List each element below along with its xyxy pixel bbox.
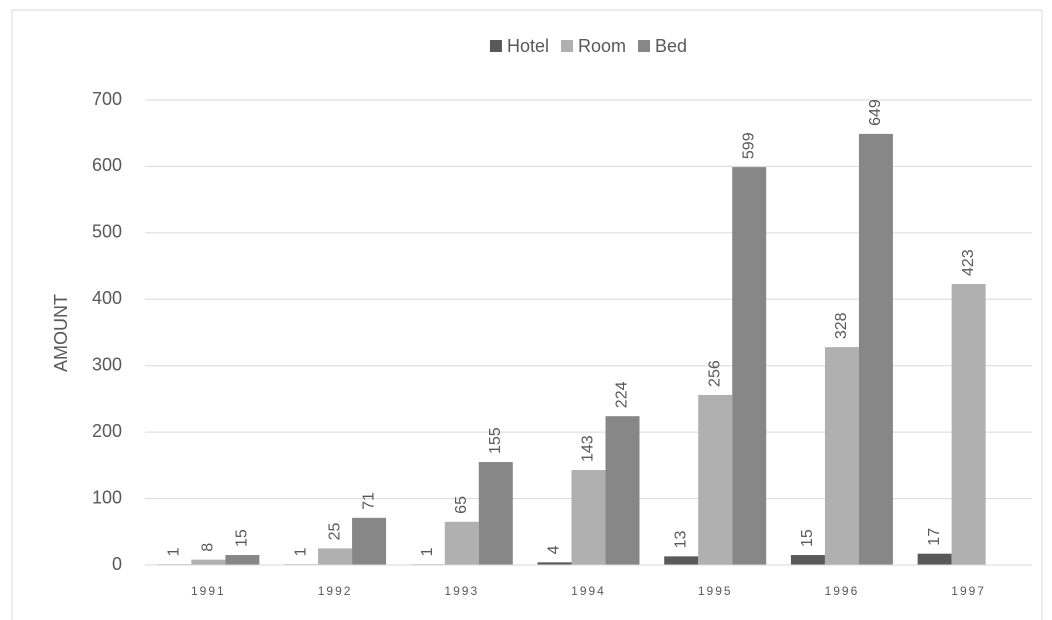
data-label: 224 xyxy=(614,381,631,408)
data-label: 17 xyxy=(926,528,943,546)
bar xyxy=(664,556,699,565)
data-label: 1 xyxy=(166,547,183,556)
bar xyxy=(352,517,387,565)
bar xyxy=(191,559,226,565)
bar xyxy=(225,555,260,565)
legend-swatch xyxy=(638,40,651,52)
data-label: 13 xyxy=(672,530,689,548)
data-label: 328 xyxy=(833,312,850,339)
y-tick-label: 200 xyxy=(92,421,122,441)
legend-swatch xyxy=(489,40,502,52)
y-tick-label: 600 xyxy=(92,155,122,175)
x-tick-label: 1991 xyxy=(191,584,226,598)
y-tick-label: 400 xyxy=(92,288,122,308)
data-label: 256 xyxy=(706,360,723,387)
data-label: 143 xyxy=(580,435,597,462)
data-label: 25 xyxy=(326,522,343,540)
data-label: 423 xyxy=(960,249,977,276)
x-tick-label: 1996 xyxy=(825,584,860,598)
bar xyxy=(537,562,572,565)
x-tick-label: 1995 xyxy=(698,584,733,598)
legend-label: Room xyxy=(578,36,626,56)
x-tick-label: 1993 xyxy=(444,584,479,598)
bar xyxy=(605,416,640,565)
bar xyxy=(951,284,986,565)
x-tick-label: 1997 xyxy=(951,584,986,598)
x-tick-label: 1992 xyxy=(318,584,353,598)
bar xyxy=(571,470,606,565)
data-label: 71 xyxy=(360,492,377,510)
y-tick-label: 100 xyxy=(92,487,122,507)
y-tick-label: 500 xyxy=(92,222,122,242)
data-label: 155 xyxy=(487,427,504,454)
data-label: 649 xyxy=(867,99,884,126)
y-tick-label: 300 xyxy=(92,354,122,374)
y-axis-label: AMOUNT xyxy=(51,294,71,372)
data-label: 599 xyxy=(740,132,757,159)
bar xyxy=(790,555,825,565)
bar xyxy=(318,548,353,565)
chart-frame xyxy=(11,9,1043,620)
legend-label: Hotel xyxy=(507,36,549,56)
legend-swatch xyxy=(560,40,573,52)
data-label: 8 xyxy=(200,543,217,552)
bar xyxy=(732,167,767,566)
bar xyxy=(917,553,952,565)
legend-label: Bed xyxy=(655,36,687,56)
y-tick-label: 700 xyxy=(92,89,122,109)
data-label: 15 xyxy=(234,529,251,547)
x-tick-label: 1994 xyxy=(571,584,606,598)
data-label: 4 xyxy=(546,545,563,554)
bar xyxy=(698,394,733,565)
bar xyxy=(824,347,859,565)
data-label: 1 xyxy=(292,547,309,556)
y-tick-label: 0 xyxy=(112,554,122,574)
bar xyxy=(858,133,893,565)
bar xyxy=(444,521,479,565)
data-label: 65 xyxy=(453,496,470,514)
data-label: 1 xyxy=(419,547,436,556)
bar xyxy=(478,462,513,565)
data-label: 15 xyxy=(799,529,816,547)
